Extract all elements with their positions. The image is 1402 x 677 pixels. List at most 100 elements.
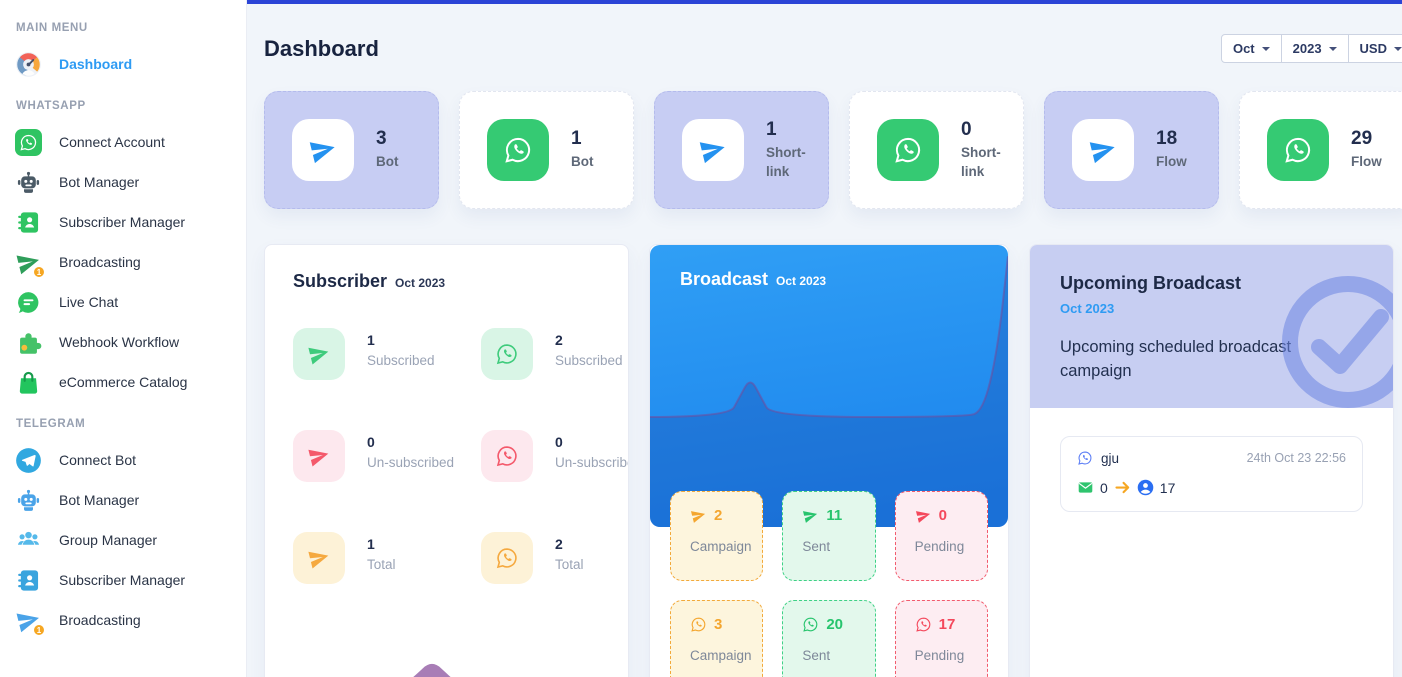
month-dropdown[interactable]: Oct bbox=[1220, 34, 1282, 63]
year-dropdown[interactable]: 2023 bbox=[1280, 34, 1349, 63]
shopping-bag-icon bbox=[14, 368, 42, 396]
stat-telegram-pending: 0 Pending bbox=[894, 491, 988, 581]
stat-telegram-unsubscribed: 0 Un-subscribed bbox=[293, 430, 459, 482]
paper-plane-badge-icon: 1 bbox=[14, 248, 45, 278]
sidebar-item-tg-subscriber-manager[interactable]: Subscriber Manager bbox=[14, 560, 236, 600]
badge-count: 1 bbox=[33, 624, 45, 636]
robot-icon bbox=[14, 486, 42, 514]
stat-whatsapp-pending: 17 Pending bbox=[894, 600, 988, 677]
sidebar-item-tg-broadcasting[interactable]: 1 Broadcasting bbox=[14, 600, 236, 640]
telegram-plane-icon bbox=[913, 505, 934, 526]
stat-whatsapp-campaign: 3 Campaign bbox=[670, 600, 764, 677]
subscriber-panel-period: Oct 2023 bbox=[395, 276, 446, 290]
robot-icon bbox=[14, 168, 42, 196]
whatsapp-icon bbox=[14, 128, 42, 156]
paper-plane-badge-icon: 1 bbox=[14, 606, 45, 636]
stat-telegram-total: 1 Total bbox=[293, 532, 459, 584]
section-title-whatsapp: WHATSAPP bbox=[16, 100, 86, 112]
page-header: Dashboard Oct 2023 USD bbox=[264, 34, 1402, 63]
stat-card-whatsapp-shortlink[interactable]: 0 Short-link bbox=[849, 91, 1024, 209]
upcoming-panel-description: Upcoming scheduled broadcast campaign bbox=[1060, 338, 1292, 380]
stat-card-whatsapp-bot[interactable]: 1 Bot bbox=[459, 91, 634, 209]
chevron-down-icon bbox=[1261, 46, 1270, 55]
panels-row: Subscriber Oct 2023 1 Subscribed 2 Subscri… bbox=[264, 244, 1402, 677]
whatsapp-icon bbox=[877, 119, 939, 181]
stat-card-whatsapp-flow[interactable]: 29 Flow bbox=[1239, 91, 1402, 209]
contacts-book-icon bbox=[14, 566, 42, 594]
stat-card-telegram-flow[interactable]: 18 Flow bbox=[1044, 91, 1219, 209]
whatsapp-icon bbox=[487, 119, 549, 181]
sidebar-item-tg-bot-manager[interactable]: Bot Manager bbox=[14, 480, 236, 520]
sidebar-item-dashboard[interactable]: Dashboard bbox=[14, 44, 236, 84]
main-content: Dashboard Oct 2023 USD 3 Bot 1 Bot 1 Short-… bbox=[247, 0, 1402, 677]
stat-whatsapp-unsubscribed: 0Un-subscribed bbox=[481, 430, 628, 482]
group-icon bbox=[14, 526, 42, 554]
sent-count: 0 bbox=[1100, 479, 1108, 496]
stat-card-row: 3 Bot 1 Bot 1 Short-link 0 Short-link 18 Flow… bbox=[264, 91, 1402, 209]
sidebar-item-tg-group-manager[interactable]: Group Manager bbox=[14, 520, 236, 560]
sidebar-item-wa-bot-manager[interactable]: Bot Manager bbox=[14, 162, 236, 202]
puzzle-icon bbox=[14, 328, 42, 356]
sidebar-item-wa-webhook-workflow[interactable]: Webhook Workflow bbox=[14, 322, 236, 362]
whatsapp-icon bbox=[481, 532, 533, 584]
currency-dropdown[interactable]: USD bbox=[1347, 34, 1402, 63]
telegram-plane-icon bbox=[293, 532, 345, 584]
broadcast-panel-title: Broadcast bbox=[680, 269, 769, 289]
stat-whatsapp-total: 2 Total bbox=[481, 532, 628, 584]
whatsapp-icon bbox=[1267, 119, 1329, 181]
sidebar: MAIN MENU Dashboard WHATSAPP Connect Acc… bbox=[0, 0, 247, 677]
campaign-timestamp: 24th Oct 23 22:56 bbox=[1246, 451, 1346, 465]
stat-telegram-sent: 11 Sent bbox=[782, 491, 876, 581]
envelope-icon bbox=[1077, 479, 1094, 496]
campaign-name: gju bbox=[1101, 450, 1120, 466]
subscriber-trend-chart bbox=[413, 663, 451, 677]
chat-bubble-icon bbox=[14, 288, 42, 316]
check-circle-icon bbox=[1273, 267, 1393, 408]
upcoming-broadcast-header: Upcoming Broadcast Oct 2023 Upcoming sch… bbox=[1030, 245, 1393, 408]
upcoming-broadcast-list-item[interactable]: gju 24th Oct 23 22:56 0 17 bbox=[1060, 436, 1363, 512]
subscriber-panel-title: Subscriber bbox=[293, 271, 388, 291]
broadcast-stats-grid: 2 Campaign 11 Sent 0 Pending 3 Campaign bbox=[670, 491, 988, 677]
broadcast-panel-period: Oct 2023 bbox=[776, 274, 827, 288]
upcoming-broadcast-panel: Upcoming Broadcast Oct 2023 Upcoming sch… bbox=[1029, 244, 1394, 677]
section-title-telegram: TELEGRAM bbox=[16, 418, 86, 430]
person-circle-icon bbox=[1137, 479, 1154, 496]
stat-card-telegram-shortlink[interactable]: 1 Short-link bbox=[654, 91, 829, 209]
stat-telegram-campaign: 2 Campaign bbox=[670, 491, 764, 581]
sidebar-item-wa-connect-account[interactable]: Connect Account bbox=[14, 122, 236, 162]
stat-whatsapp-subscribed: 2 Subscribed bbox=[481, 328, 628, 380]
telegram-plane-icon bbox=[688, 505, 709, 526]
whatsapp-icon bbox=[802, 616, 819, 633]
whatsapp-icon bbox=[690, 616, 707, 633]
whatsapp-icon bbox=[481, 328, 533, 380]
sidebar-item-wa-broadcasting[interactable]: 1 Broadcasting bbox=[14, 242, 236, 282]
sidebar-item-wa-subscriber-manager[interactable]: Subscriber Manager bbox=[14, 202, 236, 242]
telegram-plane-icon bbox=[292, 119, 354, 181]
sidebar-item-wa-live-chat[interactable]: Live Chat bbox=[14, 282, 236, 322]
telegram-plane-icon bbox=[682, 119, 744, 181]
stat-whatsapp-sent: 20 Sent bbox=[782, 600, 876, 677]
page-title: Dashboard bbox=[264, 35, 379, 61]
subscriber-panel: Subscriber Oct 2023 1 Subscribed 2 Subscri… bbox=[264, 244, 629, 677]
sidebar-item-wa-ecommerce-catalog[interactable]: eCommerce Catalog bbox=[14, 362, 236, 402]
whatsapp-icon bbox=[1077, 450, 1093, 466]
telegram-icon bbox=[14, 446, 42, 474]
stat-card-telegram-bot[interactable]: 3 Bot bbox=[264, 91, 439, 209]
section-title-main-menu: MAIN MENU bbox=[16, 22, 88, 34]
contacts-book-icon bbox=[14, 208, 42, 236]
filter-group: Oct 2023 USD bbox=[1220, 34, 1402, 63]
upcoming-panel-period: Oct 2023 bbox=[1060, 301, 1115, 316]
whatsapp-icon bbox=[481, 430, 533, 482]
badge-count: 1 bbox=[33, 266, 45, 278]
telegram-plane-icon bbox=[293, 328, 345, 380]
whatsapp-icon bbox=[915, 616, 932, 633]
telegram-plane-icon bbox=[293, 430, 345, 482]
chevron-down-icon bbox=[1328, 46, 1337, 55]
chevron-down-icon bbox=[1394, 46, 1402, 55]
telegram-plane-icon bbox=[801, 505, 822, 526]
broadcast-chart-header: Broadcast Oct 2023 bbox=[650, 245, 1008, 527]
broadcast-activity-chart bbox=[650, 256, 1008, 527]
sidebar-item-tg-connect-bot[interactable]: Connect Bot bbox=[14, 440, 236, 480]
upcoming-panel-title: Upcoming Broadcast bbox=[1060, 273, 1242, 293]
